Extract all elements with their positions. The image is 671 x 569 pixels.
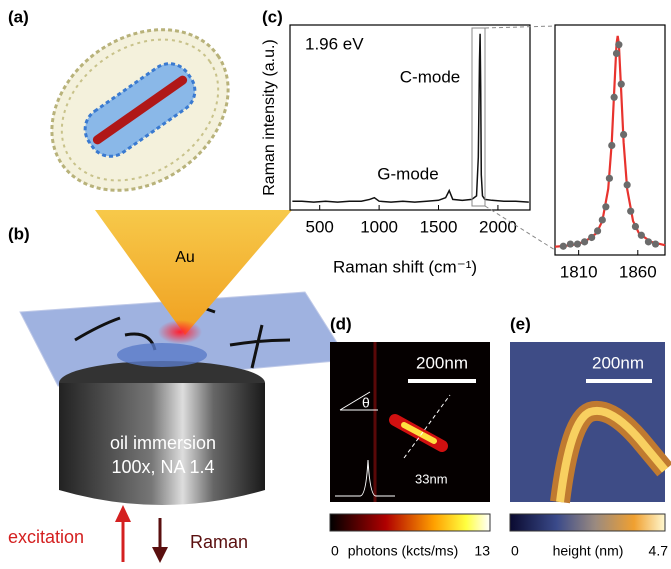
data-point xyxy=(567,240,574,247)
tip-label: Au xyxy=(175,249,195,266)
arrow-head xyxy=(115,505,131,522)
data-point xyxy=(615,41,622,48)
data-point xyxy=(638,232,645,239)
data-point xyxy=(632,223,639,230)
nanotube-illustration xyxy=(21,0,259,223)
excitation-label: excitation xyxy=(8,527,84,547)
annotation: G-mode xyxy=(377,164,438,183)
colorbar-min: 0 xyxy=(511,543,519,559)
scale-bar-label: 200nm xyxy=(592,353,644,372)
data-point xyxy=(594,227,601,234)
data-point xyxy=(618,81,625,88)
x-tick-label: 500 xyxy=(306,217,334,236)
data-point xyxy=(645,238,652,245)
zoom-guide xyxy=(485,26,555,28)
data-point xyxy=(581,238,588,245)
raman-label: Raman xyxy=(190,532,248,552)
colorbar xyxy=(330,514,490,531)
panel-label: (c) xyxy=(262,7,283,26)
colorbar-label: height (nm) xyxy=(553,543,624,559)
zoom-chart: 1810 1860 xyxy=(555,25,665,281)
annotation: 1.96 eV xyxy=(305,34,364,53)
plot-frame xyxy=(555,25,665,255)
x-tick-label: 1810 xyxy=(560,262,598,281)
data-point xyxy=(652,240,659,247)
panel-label: (d) xyxy=(330,314,352,333)
data-point xyxy=(627,208,634,215)
data-line xyxy=(555,36,665,247)
panel-label: (b) xyxy=(8,224,30,243)
width-label: 33nm xyxy=(415,471,448,486)
angle-label: θ xyxy=(362,395,370,411)
panel-label: (e) xyxy=(510,314,531,333)
arrow-head xyxy=(152,547,168,563)
data-point xyxy=(611,94,618,101)
objective-label: oil immersion xyxy=(110,433,216,453)
data-point xyxy=(613,50,620,57)
data-point xyxy=(588,234,595,241)
data-point xyxy=(602,203,609,210)
x-tick-label: 1500 xyxy=(420,217,458,236)
colorbar xyxy=(510,514,665,531)
data-point xyxy=(608,142,615,149)
colorbar-max: 13 xyxy=(474,543,490,559)
x-tick-label: 1000 xyxy=(360,217,398,236)
oil xyxy=(117,343,207,367)
colorbar-label: photons (kcts/ms) xyxy=(348,543,458,559)
colorbar-min: 0 xyxy=(331,543,339,559)
data-point xyxy=(574,240,581,247)
panel-label: (a) xyxy=(8,7,29,26)
x-tick-label: 1860 xyxy=(619,262,657,281)
spectrum-chart: 500 1000 1500 2000 Raman shift (cm⁻¹) Raman i… xyxy=(261,25,530,276)
x-axis-label: Raman shift (cm⁻¹) xyxy=(333,257,477,276)
data-point xyxy=(620,131,627,138)
laser-spot xyxy=(158,320,202,344)
data-point xyxy=(599,216,606,223)
data-point xyxy=(560,243,567,250)
data-point xyxy=(606,175,613,182)
colorbar-max: 4.7 xyxy=(649,543,669,559)
figure: (a) (b) Au oil immersion 100x, NA 1.4 ex… xyxy=(0,0,671,564)
objective-label: 100x, NA 1.4 xyxy=(111,457,214,477)
data-point xyxy=(624,181,631,188)
annotation: C-mode xyxy=(400,67,460,86)
y-axis-label: Raman intensity (a.u.) xyxy=(261,39,278,196)
scale-bar-label: 200nm xyxy=(416,353,468,372)
x-tick-label: 2000 xyxy=(479,217,517,236)
